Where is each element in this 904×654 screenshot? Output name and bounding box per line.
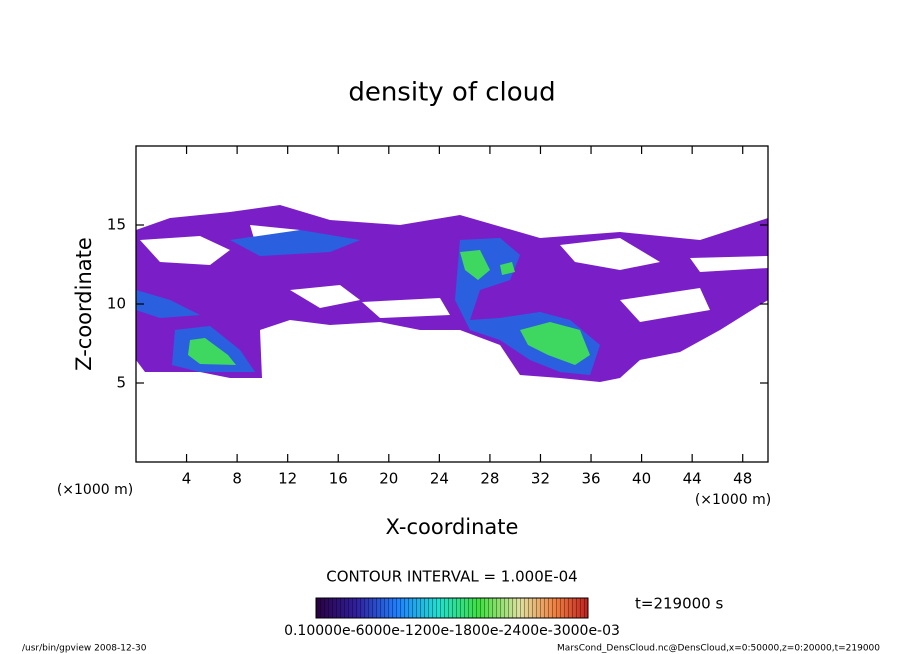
x-tick-label: 16 [329, 470, 348, 488]
contour-interval: CONTOUR INTERVAL = 1.000E-04 [326, 568, 577, 586]
x-tick-label: 20 [379, 470, 398, 488]
y-axis-label: Z-coordinate [72, 237, 96, 371]
x-tick-label: 32 [531, 470, 550, 488]
y-unit: (×1000 m) [57, 482, 133, 498]
density-field [136, 205, 768, 382]
y-tick-label: 15 [107, 216, 126, 234]
footer-right: MarsCond_DensCloud.nc@DensCloud,x=0:5000… [557, 644, 880, 654]
cloud-dense [188, 250, 590, 365]
x-unit: (×1000 m) [695, 492, 771, 508]
x-tick-label: 12 [278, 470, 297, 488]
y-tick-label: 5 [116, 374, 126, 392]
chart-title: density of cloud [348, 78, 555, 108]
cloud-gap [140, 225, 768, 368]
x-tick-label: 28 [480, 470, 499, 488]
y-tick-label: 10 [107, 295, 126, 313]
x-tick-label: 24 [430, 470, 449, 488]
x-tick-label: 36 [581, 470, 600, 488]
x-axis-label: X-coordinate [386, 515, 519, 539]
x-tick-label: 44 [683, 470, 702, 488]
x-tick-label: 8 [232, 470, 242, 488]
x-tick-label: 48 [733, 470, 752, 488]
footer-left: /usr/bin/gpview 2008-12-30 [22, 644, 147, 654]
x-tick-label: 40 [632, 470, 651, 488]
colorbar-label: 0.10000e-6000e-1200e-1800e-2400e-3000e-0… [284, 623, 620, 639]
colorbar-levels [316, 598, 588, 618]
x-tick-label: 4 [182, 470, 192, 488]
time-label: t=219000 s [635, 595, 723, 613]
